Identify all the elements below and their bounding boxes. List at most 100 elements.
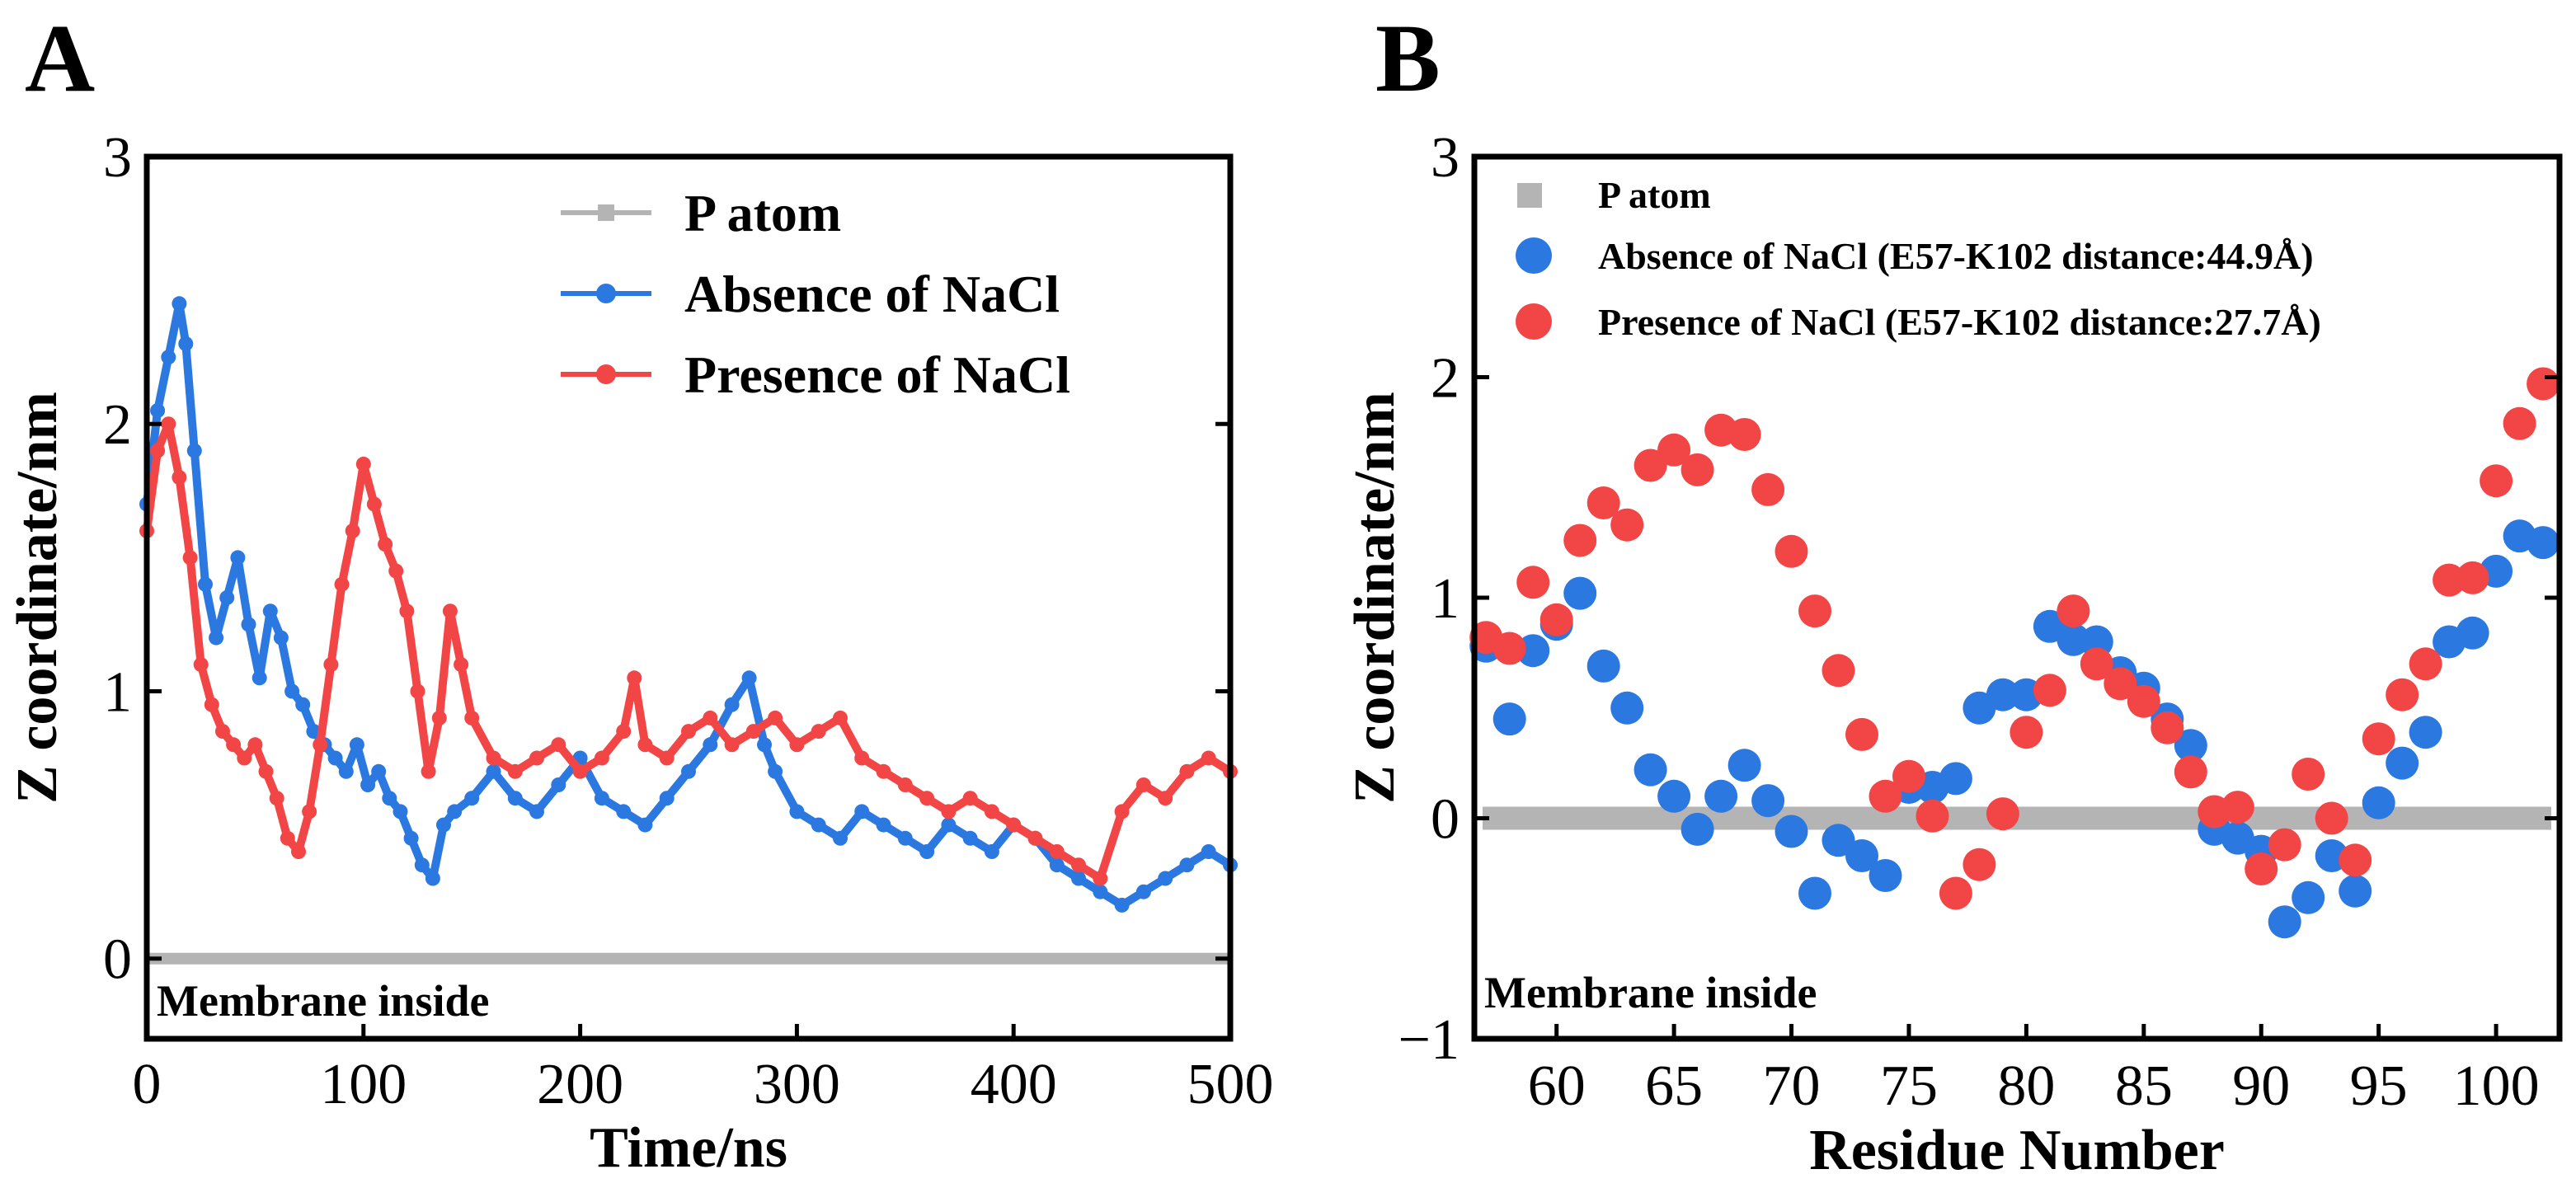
panel-a-membrane-label: Membrane inside bbox=[157, 976, 489, 1026]
panel-a-presence-point bbox=[1093, 871, 1108, 886]
panel-a-absence-point bbox=[198, 576, 213, 592]
panel-b-absence-point bbox=[2339, 874, 2372, 908]
panel-a-y-tick-label: 1 bbox=[103, 660, 132, 724]
panel-a-presence-point bbox=[454, 657, 469, 673]
panel-b-legend-presence: Presence of NaCl (E57-K102 distance:27.7… bbox=[1598, 301, 2321, 343]
panel-b-absence-point bbox=[1586, 649, 1620, 683]
panel-a-absence-point bbox=[172, 296, 187, 312]
panel-a-presence-point bbox=[431, 710, 447, 725]
panel-a-absence-point bbox=[209, 630, 224, 646]
panel-b-absence-point bbox=[1704, 779, 1738, 813]
panel-b-absence-point bbox=[2386, 746, 2419, 780]
panel-b-presence-point bbox=[2010, 716, 2043, 749]
panel-b-absence-point bbox=[1728, 749, 1761, 782]
panel-b-y-tick-label: 2 bbox=[1431, 347, 1460, 411]
panel-a-legend-absence: Absence of NaCl bbox=[684, 265, 1060, 323]
panel-b-x-tick-label: 100 bbox=[2453, 1054, 2540, 1118]
panel-a-presence-point bbox=[507, 763, 523, 779]
panel-a-presence-point bbox=[215, 724, 230, 740]
panel-a-plot-frame bbox=[143, 153, 1234, 1042]
panel-a-x-tick-label: 500 bbox=[1187, 1053, 1274, 1116]
panel-a-absence-point bbox=[529, 804, 544, 819]
panel-a-presence-point bbox=[378, 537, 393, 552]
panel-a-absence-point bbox=[382, 791, 397, 806]
panel-b-y-axis-title: Z coordinate/nm bbox=[1343, 392, 1407, 804]
panel-b-presence-point bbox=[1728, 418, 1761, 451]
panel-a-absence-point bbox=[349, 737, 364, 753]
panel-a-presence-point bbox=[833, 710, 848, 725]
panel-a-presence-point bbox=[388, 563, 404, 579]
panel-a-presence-point bbox=[399, 603, 415, 619]
panel-a-y-ticks: 0 1 2 3 bbox=[103, 126, 1230, 992]
panel-b-legend-marker-absence bbox=[1516, 237, 1552, 274]
panel-a-y-tick-label: 3 bbox=[103, 126, 132, 190]
panel-b-absence-point bbox=[2174, 729, 2207, 763]
panel-a-presence-point bbox=[410, 683, 425, 699]
panel-a-presence-point bbox=[703, 710, 718, 725]
panel-a-absence-point bbox=[876, 817, 891, 833]
panel-a-presence-point bbox=[1158, 791, 1173, 806]
panel-b-x-tick-label: 80 bbox=[1997, 1054, 2055, 1118]
panel-a-x-tick-label: 0 bbox=[133, 1053, 162, 1116]
panel-b-presence-point bbox=[2127, 684, 2160, 718]
panel-a-presence-point bbox=[962, 791, 978, 806]
panel-b-absence-point bbox=[2268, 905, 2301, 939]
panel-a-presence-point bbox=[876, 763, 891, 779]
panel-a-presence-point bbox=[1049, 844, 1065, 859]
panel-a-absence-point bbox=[897, 830, 913, 846]
panel-b-legend-marker-presence bbox=[1516, 303, 1552, 340]
panel-b-absence-point bbox=[1869, 859, 1902, 892]
panel-a-absence-point bbox=[1158, 871, 1173, 886]
panel-b-absence-point bbox=[1492, 702, 1526, 736]
panel-a-absence-point bbox=[464, 791, 480, 806]
panel-a-presence-point bbox=[637, 737, 653, 753]
panel-b-letter: B bbox=[1375, 4, 1441, 112]
panel-a-x-ticks: 0 100 200 300 400 500 bbox=[133, 1024, 1274, 1116]
panel-b-presence-point bbox=[2339, 843, 2372, 877]
panel-b-x-ticks: 60 65 70 75 80 85 90 95 100 bbox=[1528, 1024, 2540, 1118]
panel-b-x-axis-title: Residue Number bbox=[1809, 1119, 2225, 1182]
panel-a-presence-point bbox=[854, 750, 870, 766]
panel-a-legend-marker-presence bbox=[596, 364, 616, 384]
panel-a-absence-point bbox=[178, 336, 194, 351]
panel-b-absence-point bbox=[2527, 526, 2560, 560]
panel-a-presence-point bbox=[172, 470, 187, 486]
panel-a-presence-point bbox=[334, 576, 350, 592]
panel-a-presence-point bbox=[302, 804, 317, 819]
panel-b-presence-point bbox=[2174, 755, 2207, 789]
panel-a-absence-point bbox=[789, 804, 805, 819]
panel-b-presence-point bbox=[2080, 647, 2113, 681]
panel-a-presence-point bbox=[421, 763, 436, 779]
panel-a-presence-point bbox=[789, 737, 805, 753]
panel-a-presence-point bbox=[182, 550, 198, 566]
panel-a-absence-point bbox=[262, 603, 278, 619]
panel-a-absence-point bbox=[551, 777, 566, 792]
panel-a-absence-point bbox=[811, 817, 826, 833]
panel-b-presence-point bbox=[1798, 594, 1831, 628]
panel-a-presence-point bbox=[237, 750, 252, 766]
panel-a-presence-point bbox=[724, 737, 740, 753]
panel-a-presence-point bbox=[291, 844, 306, 859]
panel-a-x-tick-label: 300 bbox=[754, 1053, 840, 1116]
panel-a-absence-point bbox=[425, 871, 440, 886]
panel-a-legend-marker-absence bbox=[596, 284, 616, 303]
panel-b-presence-point bbox=[1963, 848, 1996, 881]
panel-a-letter: A bbox=[25, 4, 95, 112]
panel-a-presence-point bbox=[768, 710, 783, 725]
panel-b-y-tick-label: −1 bbox=[1398, 1008, 1460, 1072]
panel-a-absence-point bbox=[833, 830, 848, 846]
panel-b-y-ticks: −1 0 1 2 3 bbox=[1398, 126, 2560, 1072]
panel-a-absence-point bbox=[984, 844, 999, 859]
panel-b-absence-point bbox=[2292, 880, 2325, 914]
panel-a-presence-point bbox=[161, 416, 176, 432]
panel-a-presence-point bbox=[745, 724, 761, 740]
panel-b-presence-point bbox=[1751, 472, 1785, 506]
panel-a-absence-point bbox=[1179, 857, 1195, 873]
panel-a-presence-point bbox=[150, 443, 166, 458]
panel-a-absence-point bbox=[1071, 871, 1086, 886]
panel-a-absence-point bbox=[507, 791, 523, 806]
panel-b-presence-point bbox=[2292, 758, 2325, 791]
panel-b-absence-point bbox=[2362, 786, 2395, 819]
panel-a-absence-point bbox=[360, 777, 376, 792]
